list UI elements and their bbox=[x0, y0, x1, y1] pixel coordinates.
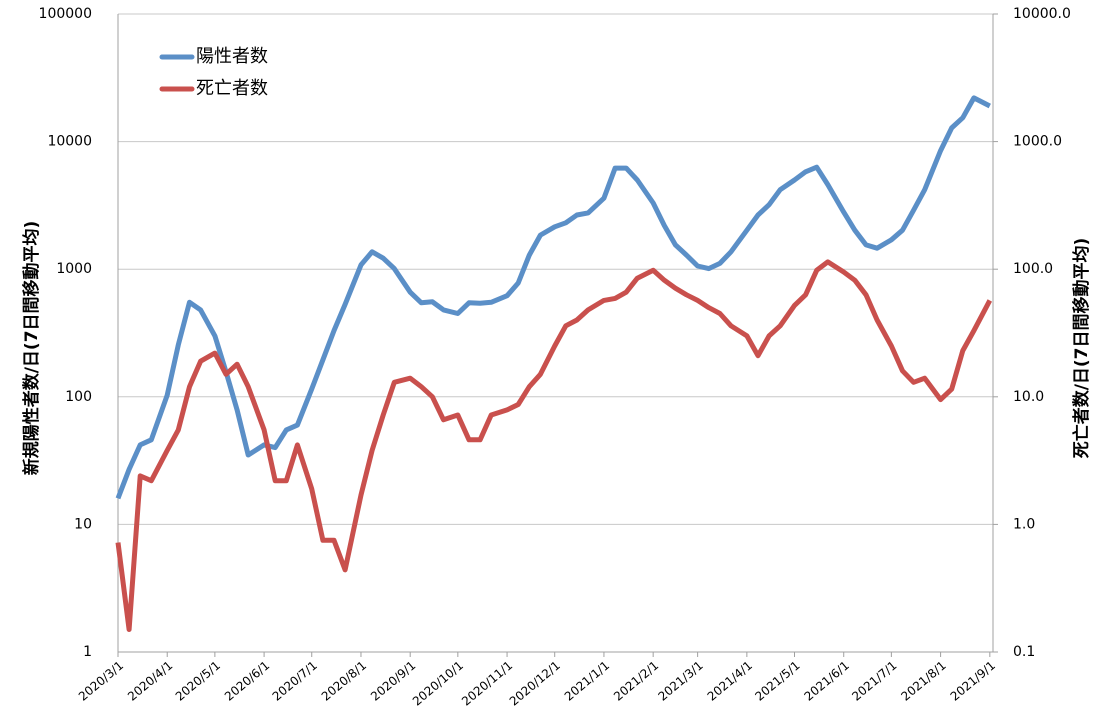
series-line bbox=[115, 259, 993, 632]
y-axis-title: 新規陽性者数/日(7日間移動平均) bbox=[21, 221, 42, 476]
y2-tick-label: 10.0 bbox=[1013, 389, 1044, 405]
y2-tick-label: 1.0 bbox=[1013, 516, 1035, 532]
y2-tick-label: 0.1 bbox=[1013, 644, 1035, 660]
x-tick-label: 2021/4/1 bbox=[705, 658, 755, 703]
x-tick-label: 2021/8/1 bbox=[898, 658, 948, 703]
y-tick-label: 100000 bbox=[39, 6, 92, 22]
x-tick-label: 2020/5/1 bbox=[173, 658, 223, 703]
x-tick-label: 2020/12/1 bbox=[507, 658, 563, 708]
y-tick-label: 1000 bbox=[56, 261, 92, 277]
x-tick-label: 2020/3/1 bbox=[76, 658, 126, 703]
x-tick-label: 2021/7/1 bbox=[849, 658, 899, 703]
x-tick-label: 2021/2/1 bbox=[611, 658, 661, 703]
y-tick-label: 1 bbox=[83, 644, 92, 660]
y2-tick-label: 1000.0 bbox=[1013, 134, 1062, 150]
x-tick-label: 2020/7/1 bbox=[270, 658, 320, 703]
x-tick-label: 2021/6/1 bbox=[802, 658, 852, 703]
y-tick-label: 100 bbox=[65, 389, 92, 405]
y-tick-label: 10 bbox=[74, 516, 92, 532]
series-line bbox=[115, 95, 991, 500]
y2-tick-label: 10000.0 bbox=[1013, 6, 1071, 22]
x-tick-label: 2020/10/1 bbox=[410, 658, 466, 708]
x-tick-label: 2021/3/1 bbox=[656, 658, 706, 703]
y2-axis-title: 死亡者数/日(7日間移動平均) bbox=[1071, 238, 1092, 459]
x-tick-label: 2020/6/1 bbox=[222, 658, 272, 703]
y2-tick-label: 100.0 bbox=[1013, 261, 1053, 277]
x-tick-label: 2021/9/1 bbox=[948, 658, 998, 703]
x-tick-label: 2020/8/1 bbox=[319, 658, 369, 703]
legend-label: 陽性者数 bbox=[196, 46, 268, 67]
x-tick-label: 2021/1/1 bbox=[562, 658, 612, 703]
y-tick-label: 10000 bbox=[47, 134, 92, 150]
x-tick-label: 2021/5/1 bbox=[752, 658, 802, 703]
x-tick-label: 2020/4/1 bbox=[125, 658, 175, 703]
legend-label: 死亡者数 bbox=[196, 78, 268, 99]
x-tick-label: 2020/11/1 bbox=[459, 658, 515, 708]
